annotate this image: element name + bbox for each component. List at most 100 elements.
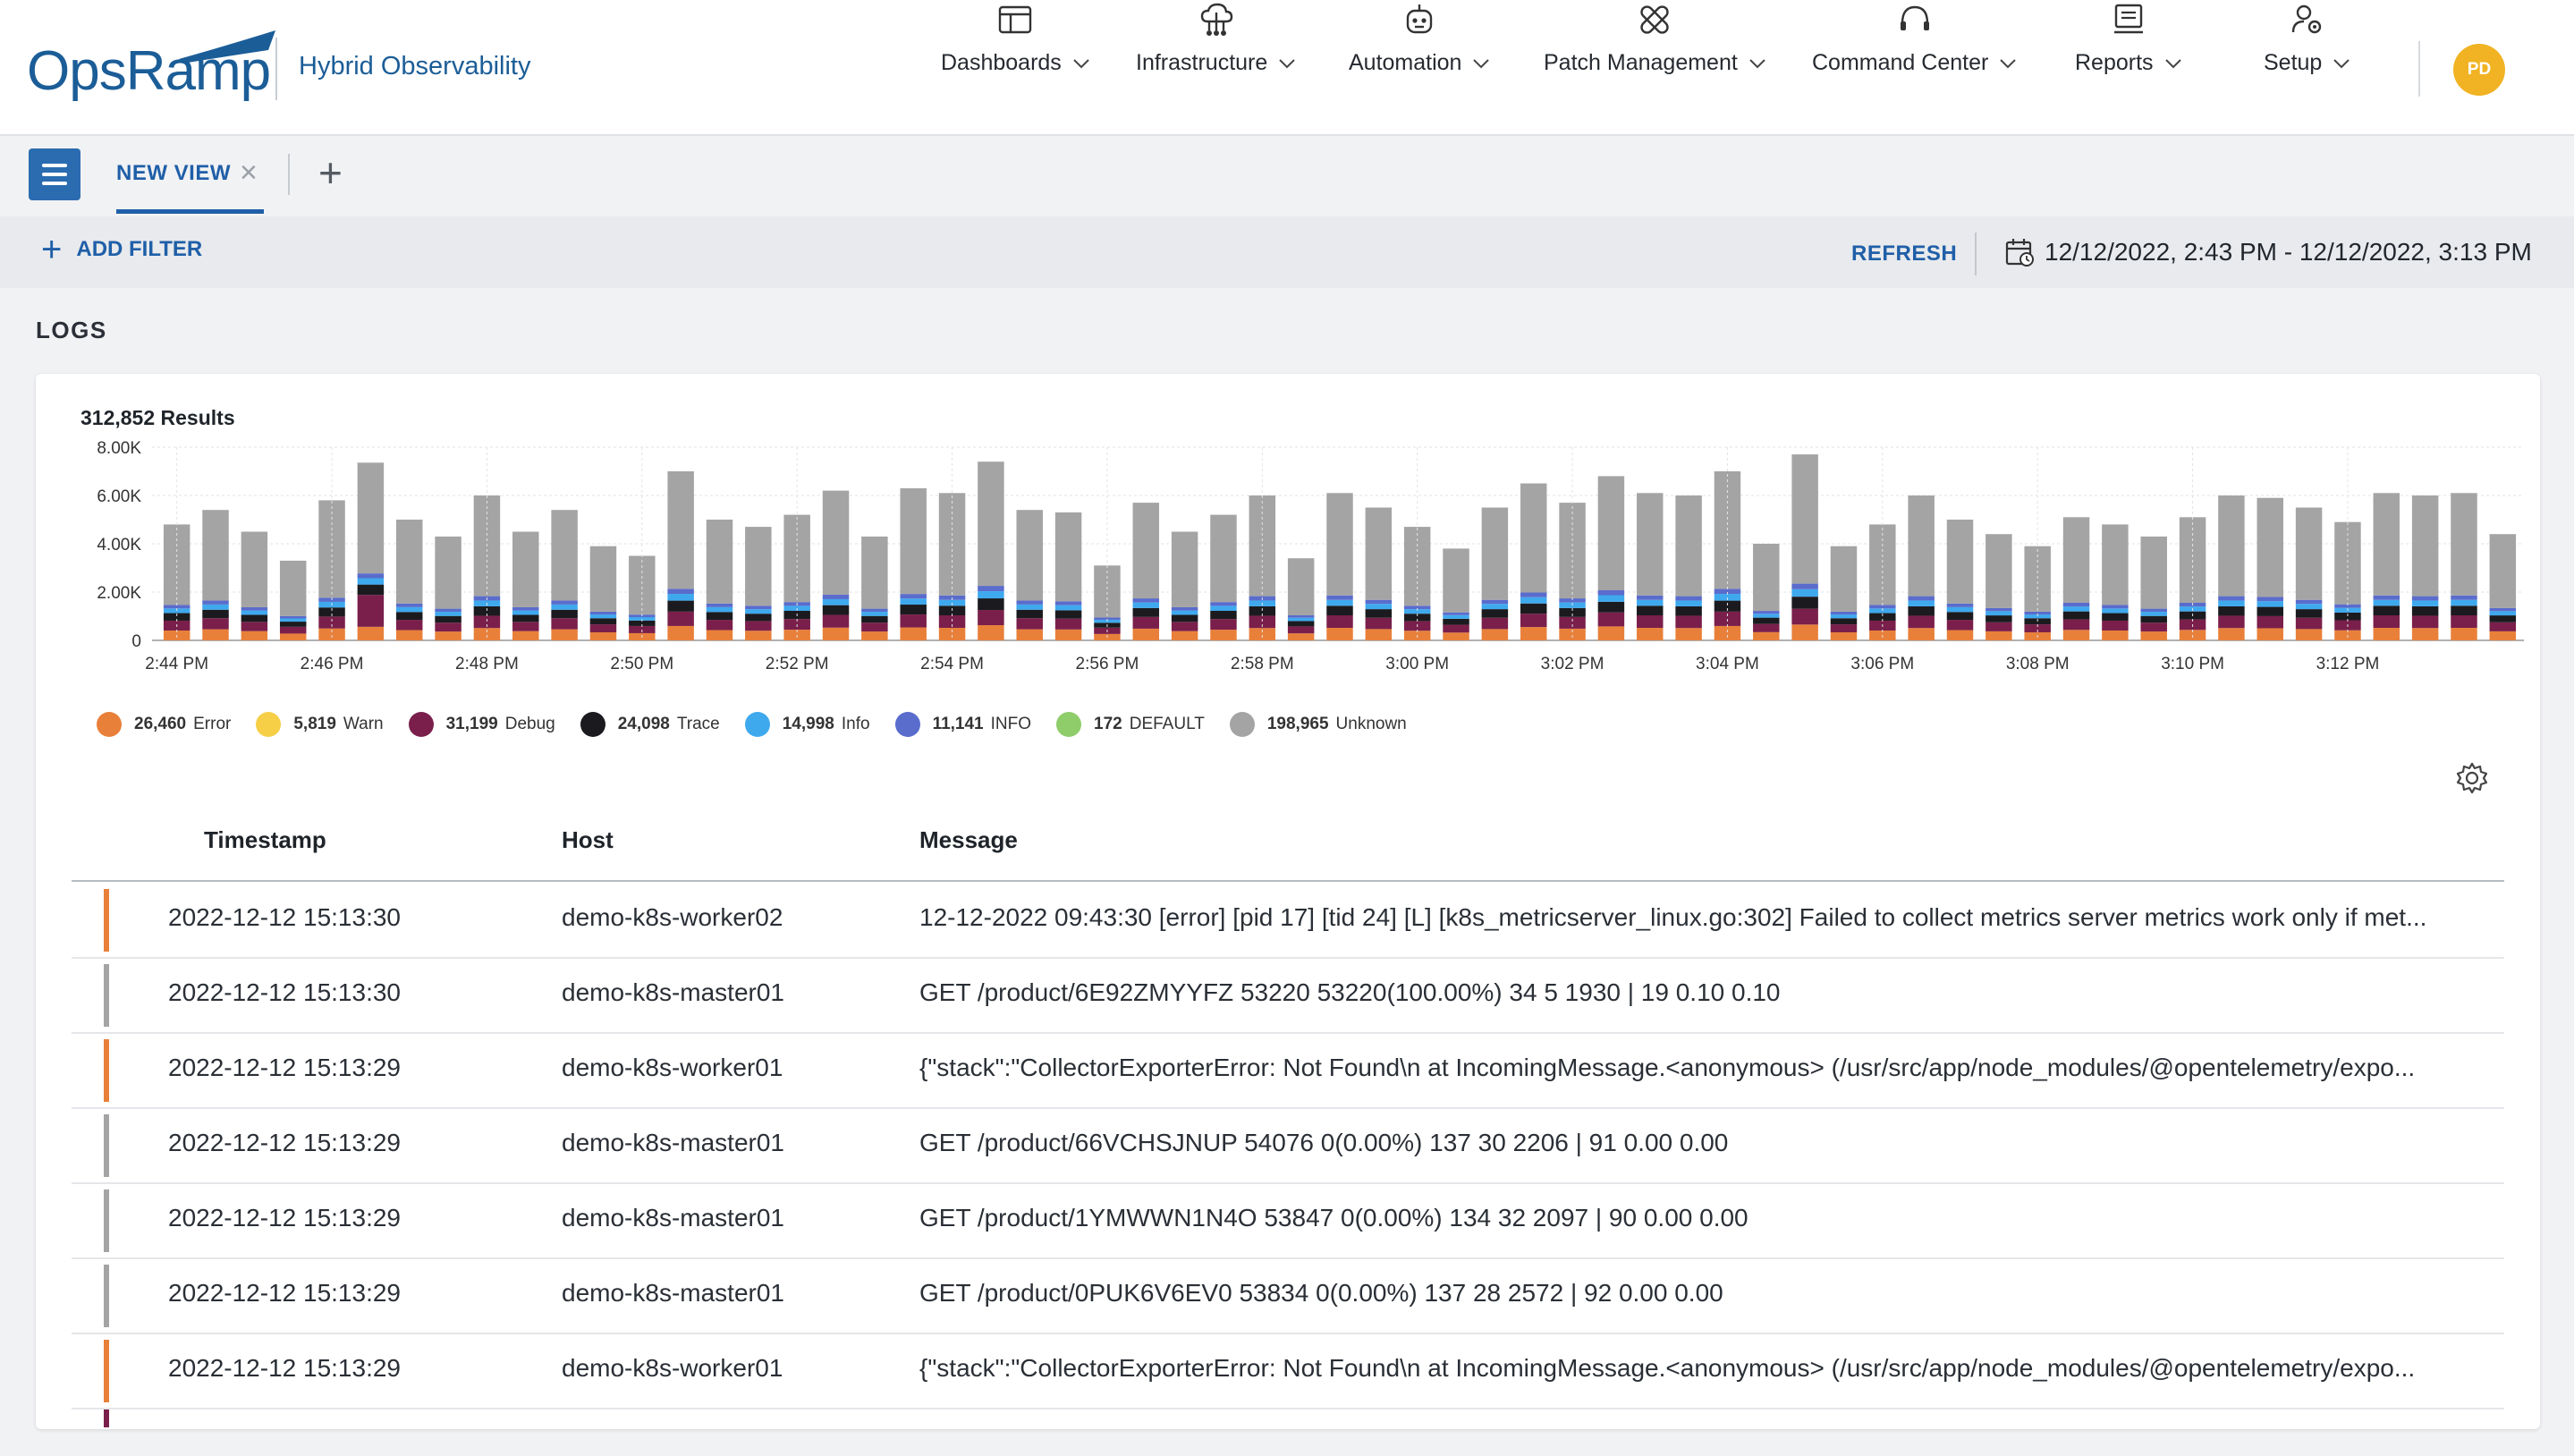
bar-segment-unknown <box>279 560 307 616</box>
legend-item-info[interactable]: 11,141 INFO <box>894 712 1031 737</box>
legend-item-trace[interactable]: 24,098 Trace <box>580 712 720 737</box>
bar-segment-error <box>2373 628 2400 640</box>
bar-segment-debug <box>1714 611 1741 626</box>
date-range-picker[interactable]: 12/12/2022, 2:43 PM - 12/12/2022, 3:13 P… <box>2003 236 2532 268</box>
bar-segment-error <box>473 628 501 640</box>
x-tick-label: 2:48 PM <box>455 655 519 673</box>
nav-command-center[interactable]: Command Center <box>1812 0 2017 76</box>
logo-divider <box>275 38 277 100</box>
nav-automation[interactable]: Automation <box>1349 0 1490 76</box>
bar-segment-unknown <box>1791 454 1818 584</box>
product-name: Hybrid Observability <box>299 52 531 80</box>
bar-segment-trace <box>473 605 501 616</box>
table-row[interactable]: 2022-12-12 15:13:29 demo-k8s-worker01 {"st… <box>72 1334 2504 1409</box>
nav-dashboards[interactable]: Dashboards <box>941 0 1090 76</box>
nav-label: Command Center <box>1812 50 1989 75</box>
bar-segment-unknown <box>1132 503 1160 599</box>
nav-patch-management[interactable]: Patch Management <box>1544 0 1766 76</box>
bar-segment-trace <box>163 613 191 621</box>
bar-segment-info <box>1326 599 1353 606</box>
host-cell: demo-k8s-worker01 <box>562 1354 783 1382</box>
bar-segment-info <box>1403 609 1431 614</box>
bar-segment-debug <box>1016 618 1043 630</box>
bar-segment-error <box>2140 631 2167 640</box>
bar-segment-info <box>2295 599 2323 605</box>
bar-segment-unknown <box>2373 493 2400 596</box>
bar-segment-info <box>202 600 229 605</box>
tab-new-view[interactable]: NEW VIEW <box>116 161 231 185</box>
bar-segment-info <box>2062 603 2090 607</box>
table-row[interactable]: 2022-12-12 15:13:29 demo-k8s-master01 GET … <box>72 1184 2504 1259</box>
bar-segment-debug <box>1132 616 1160 629</box>
bar-segment-error <box>2451 628 2477 640</box>
bar-segment-info <box>667 588 694 595</box>
bar-segment-unknown <box>551 510 578 601</box>
bar-segment-debug <box>435 622 461 632</box>
legend-item-warn[interactable]: 5,819 Warn <box>256 712 384 737</box>
y-tick-label: 6.00K <box>97 487 141 506</box>
table-row[interactable]: 2022-12-12 15:13:30 demo-k8s-worker02 12-1… <box>72 884 2504 959</box>
legend-item-error[interactable]: 26,460 Error <box>97 712 231 737</box>
bar-segment-unknown <box>978 461 1004 587</box>
bar-segment-info <box>2295 604 2323 610</box>
add-tab-button[interactable]: + <box>318 149 343 196</box>
bar-segment-debug <box>2102 620 2129 631</box>
bar-segment-error <box>2256 628 2283 640</box>
bar-segment-unknown <box>1054 512 1082 602</box>
bar-segment-info <box>1016 604 1043 610</box>
bar-segment-info <box>1443 612 1469 615</box>
table-row[interactable]: 2022-12-12 15:13:29 demo-k8s-master01 GET … <box>72 1259 2504 1334</box>
host-cell: demo-k8s-worker02 <box>562 903 783 931</box>
tab-close-icon[interactable]: × <box>240 156 258 190</box>
table-row[interactable]: 2022-12-12 15:13:30 demo-k8s-master01 GET … <box>72 959 2504 1034</box>
legend-item-unknown[interactable]: 198,965 Unknown <box>1229 712 1407 737</box>
bar-segment-info <box>1597 595 1625 602</box>
table-row[interactable]: 2022-12-12 15:13:29 demo-k8s-worker01 {"st… <box>72 1034 2504 1109</box>
hamburger-line <box>42 173 67 176</box>
settings-gear-icon[interactable] <box>2454 760 2490 796</box>
bar-segment-error <box>1597 626 1625 640</box>
bar-segment-unknown <box>1443 548 1469 613</box>
legend-item-info[interactable]: 14,998 Info <box>744 712 870 737</box>
bar-segment-info <box>279 618 307 622</box>
legend-item-debug[interactable]: 31,199 Debug <box>408 712 555 737</box>
bar-segment-info <box>1287 615 1315 618</box>
bar-segment-unknown <box>2489 534 2517 608</box>
opsramp-logo[interactable]: OpsRamp <box>27 30 275 107</box>
bar-segment-debug <box>900 614 927 628</box>
bar-segment-error <box>241 631 268 640</box>
bar-segment-trace <box>2256 606 2283 616</box>
bar-segment-debug <box>1791 608 1818 625</box>
bar-segment-info <box>1054 605 1082 611</box>
nav-setup[interactable]: Setup <box>2264 0 2350 76</box>
bar-segment-debug <box>1171 622 1198 631</box>
nav-infrastructure[interactable]: Infrastructure <box>1136 0 1296 76</box>
column-header-message[interactable]: Message <box>919 826 1018 853</box>
bar-segment-trace <box>512 614 539 622</box>
bar-segment-info <box>1637 599 1664 606</box>
legend-item-default[interactable]: 172 DEFAULT <box>1056 712 1205 737</box>
add-filter-button[interactable]: + ADD FILTER <box>41 232 202 267</box>
bar-segment-unknown <box>822 490 850 595</box>
chevron-down-icon <box>2333 59 2350 69</box>
log-level-indicator <box>104 964 109 1027</box>
hamburger-menu-button[interactable] <box>29 148 80 200</box>
bar-segment-info <box>2140 608 2167 613</box>
refresh-button[interactable]: REFRESH <box>1851 241 1958 266</box>
chevron-down-icon <box>1749 59 1765 69</box>
user-avatar[interactable]: PD <box>2453 44 2505 96</box>
bar-segment-error <box>1675 628 1702 640</box>
bar-segment-trace <box>822 605 850 615</box>
bar-segment-trace <box>2102 613 2129 621</box>
message-cell: {"stack":"CollectorExporterError: Not Fo… <box>919 1354 2416 1382</box>
nav-reports[interactable]: Reports <box>2075 0 2182 76</box>
table-row[interactable]: 2022-12-12 15:13:29 demo-k8s-master01 GET … <box>72 1109 2504 1184</box>
legend-count: 5,819 <box>293 715 336 733</box>
legend-count: 198,965 <box>1266 715 1329 733</box>
chevron-down-icon <box>1473 59 1490 69</box>
column-header-host[interactable]: Host <box>562 826 614 853</box>
section-title: LOGS <box>36 317 107 343</box>
bar-segment-unknown <box>2140 536 2167 609</box>
column-header-timestamp[interactable]: Timestamp <box>204 826 326 853</box>
bar-segment-info <box>1171 610 1198 615</box>
